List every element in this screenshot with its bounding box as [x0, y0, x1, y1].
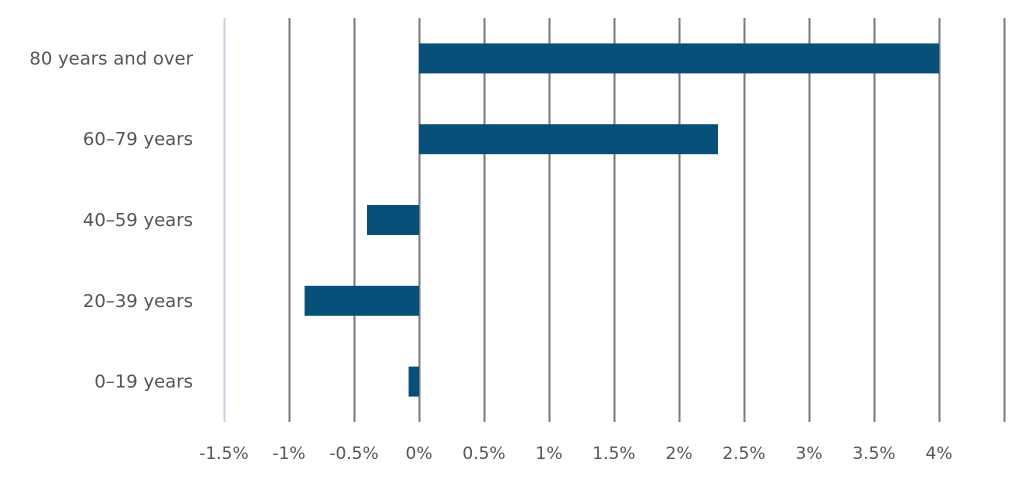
x-tick-label: 3%: [796, 444, 823, 464]
bar: [419, 43, 939, 74]
bars: [304, 43, 939, 397]
x-tick-label: 0.5%: [462, 444, 505, 464]
x-tick-label: 3.5%: [852, 444, 895, 464]
x-tick-label: 1.5%: [592, 444, 635, 464]
x-tick-label: -1.5%: [199, 444, 248, 464]
bar: [304, 285, 419, 316]
x-tick-label: 2%: [666, 444, 693, 464]
category-label: 40–59 years: [83, 210, 193, 231]
x-axis-tick-labels: -1.5% -1% -0.5% 0% 0.5% 1% 1.5% 2% 2.5% 3% 3.5% 4%: [199, 444, 952, 464]
category-label: 0–19 years: [94, 372, 193, 393]
x-tick-label: -0.5%: [329, 444, 378, 464]
x-tick-label: 1%: [536, 444, 563, 464]
category-labels: 80 years and over 60–79 years 40–59 years 2…: [29, 48, 193, 392]
category-label: 60–79 years: [83, 129, 193, 150]
bar: [408, 366, 419, 397]
x-tick-label: 2.5%: [722, 444, 765, 464]
x-tick-label: 4%: [926, 444, 953, 464]
x-tick-label: 0%: [406, 444, 433, 464]
gridlines: [223, 18, 1006, 422]
bar: [367, 205, 419, 235]
x-tick-label: -1%: [272, 444, 305, 464]
category-label: 20–39 years: [83, 291, 193, 312]
bar: [419, 124, 718, 155]
category-label: 80 years and over: [29, 48, 193, 69]
